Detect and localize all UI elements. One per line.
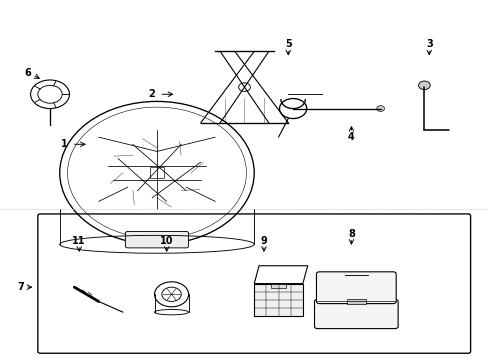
Bar	[149, 167, 164, 178]
Text: 1: 1	[61, 139, 68, 149]
Text: 4: 4	[347, 132, 354, 142]
Text: 7: 7	[18, 282, 24, 292]
Circle shape	[376, 106, 384, 111]
Text: 8: 8	[347, 229, 354, 239]
Text: 5: 5	[285, 39, 291, 49]
Text: 10: 10	[160, 236, 173, 246]
Bar	[346, 298, 366, 304]
FancyBboxPatch shape	[316, 272, 395, 303]
Text: 3: 3	[425, 39, 432, 49]
Bar	[271, 284, 285, 288]
FancyBboxPatch shape	[314, 299, 397, 329]
Bar	[254, 284, 302, 316]
Text: 9: 9	[260, 236, 267, 246]
Circle shape	[418, 81, 429, 90]
Text: 2: 2	[148, 89, 155, 99]
FancyBboxPatch shape	[125, 231, 188, 248]
Text: 11: 11	[72, 236, 86, 246]
Text: 6: 6	[25, 68, 31, 78]
